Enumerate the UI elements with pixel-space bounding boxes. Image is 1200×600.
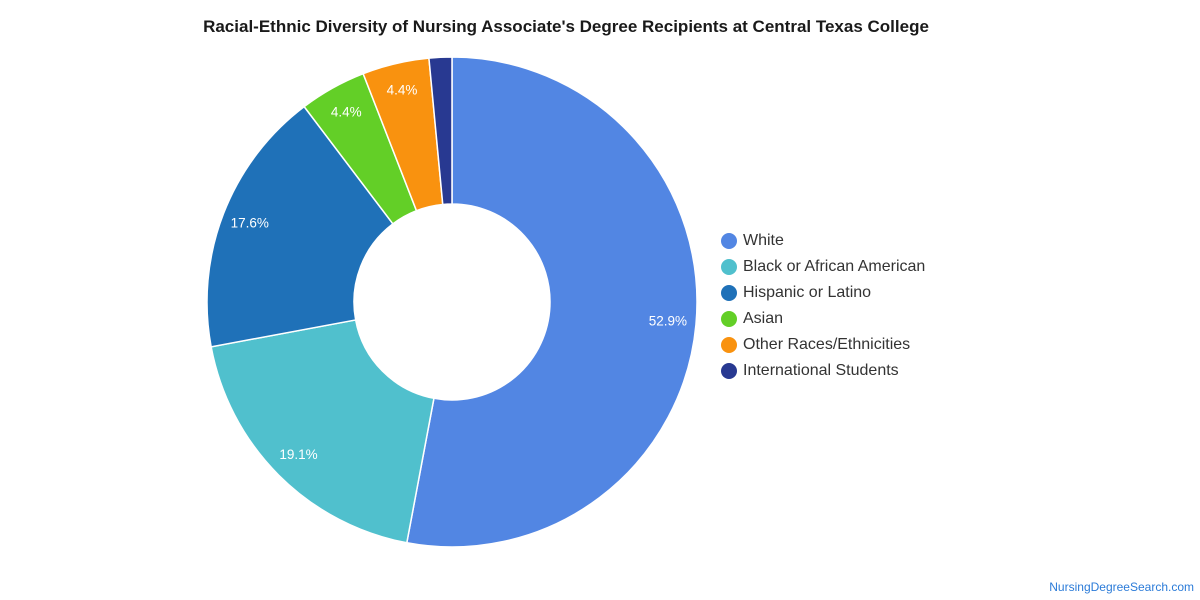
legend-swatch — [721, 233, 737, 249]
legend-item-asian[interactable]: Asian — [721, 306, 925, 332]
legend-item-white[interactable]: White — [721, 228, 925, 254]
legend-label: Black or African American — [743, 258, 926, 275]
slice-white[interactable] — [405, 56, 698, 548]
legend-swatch — [721, 259, 737, 275]
legend-swatch — [721, 285, 737, 301]
legend-label: White — [743, 232, 784, 249]
legend-swatch — [721, 363, 737, 379]
slice-label-hispanic-or-latino: 17.6% — [231, 215, 269, 230]
legend-item-hispanic-or-latino[interactable]: Hispanic or Latino — [721, 280, 925, 306]
legend-item-black-or-african-american[interactable]: Black or African American — [721, 254, 925, 280]
slice-label-other-races-ethnicities: 4.4% — [387, 83, 418, 98]
source-credit[interactable]: NursingDegreeSearch.com — [1049, 580, 1194, 594]
slice-hispanic-or-latino[interactable] — [206, 105, 394, 348]
chart-title: Racial-Ethnic Diversity of Nursing Assoc… — [203, 17, 929, 36]
slice-black-or-african-american[interactable] — [210, 319, 435, 544]
legend-swatch — [721, 337, 737, 353]
legend-label: International Students — [743, 362, 899, 379]
slice-label-white: 52.9% — [649, 314, 687, 329]
slice-international-students[interactable] — [428, 56, 453, 206]
slice-label-black-or-african-american: 19.1% — [279, 447, 317, 462]
legend-item-other-races-ethnicities[interactable]: Other Races/Ethnicities — [721, 332, 925, 358]
slice-label-asian: 4.4% — [331, 104, 362, 119]
legend: White Black or African American Hispanic o… — [721, 228, 925, 384]
legend-item-international-students[interactable]: International Students — [721, 358, 925, 384]
legend-label: Hispanic or Latino — [743, 284, 872, 301]
legend-swatch — [721, 311, 737, 327]
legend-label: Asian — [743, 310, 784, 327]
legend-label: Other Races/Ethnicities — [743, 336, 911, 353]
